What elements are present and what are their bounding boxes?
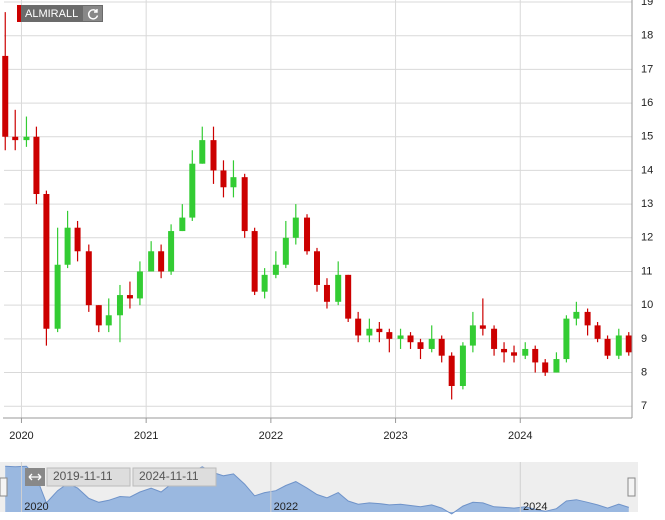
candle-body [105, 315, 112, 326]
x-tick-label: 2024 [508, 430, 532, 442]
candle-body [304, 217, 311, 252]
y-tick-label: 14 [641, 164, 653, 176]
plot-area [2, 0, 632, 418]
x-tick-label: 2021 [134, 430, 158, 442]
candle-body [563, 318, 570, 360]
candle-body [323, 284, 330, 302]
candle-body [251, 231, 258, 292]
candle-body [417, 342, 424, 349]
navigator-area-fill [5, 466, 629, 514]
candle-body [314, 251, 320, 285]
candle-body [220, 170, 227, 188]
candle-body [376, 328, 383, 333]
candle-body [241, 177, 248, 232]
range-start-input[interactable] [46, 467, 131, 487]
refresh-icon [87, 9, 99, 20]
candle-body [272, 264, 279, 275]
y-tick-label: 10 [641, 299, 653, 311]
navigator-handle[interactable] [627, 477, 636, 497]
y-tick-label: 13 [641, 198, 653, 210]
candle-body [428, 338, 435, 349]
candle-body [542, 362, 549, 373]
candle-body [532, 348, 539, 363]
candle-body [64, 227, 71, 265]
x-tick-label: 2020 [9, 430, 33, 442]
candle-body [386, 332, 393, 339]
symbol-label: ALMIRALL [25, 8, 78, 20]
candle-body [189, 163, 196, 218]
candle-body [438, 338, 445, 356]
candle-body [116, 295, 123, 316]
candle-body [126, 295, 133, 299]
candle-body [199, 140, 206, 164]
candle-body [179, 217, 186, 232]
candle-body [210, 140, 217, 171]
candle-body [479, 325, 486, 329]
candle-body [604, 338, 611, 356]
candle-body [292, 217, 299, 238]
candle-body [335, 274, 342, 302]
navigator-tick-label: 2022 [274, 501, 298, 513]
navigator-line [5, 465, 629, 515]
symbol-color [17, 5, 21, 22]
candle-body [615, 335, 622, 356]
navigator-handle[interactable] [0, 477, 8, 497]
candle-body [366, 328, 373, 336]
y-tick-label: 7 [641, 400, 647, 412]
x-tick-label: 2023 [383, 430, 407, 442]
candle-body [355, 318, 362, 336]
x-tick-label: 2022 [259, 430, 283, 442]
candle-body [501, 348, 508, 353]
candle-body [148, 251, 155, 272]
candle-body [23, 136, 30, 141]
y-tick-label: 18 [641, 30, 653, 42]
navigator: 2020 2022 2024 2019-11-11 2024-11-11 [0, 462, 638, 515]
candle-body [43, 194, 50, 329]
range-end-input[interactable] [132, 467, 217, 487]
candle-body [12, 136, 19, 141]
candle-body [407, 335, 414, 343]
candle-body [261, 274, 268, 292]
candle-body [33, 136, 40, 195]
y-tick-label: 8 [641, 366, 647, 378]
candle-body [491, 328, 498, 349]
candle-body [95, 305, 102, 326]
navigator-tick-label: 2024 [523, 501, 547, 513]
y-tick-label: 15 [641, 131, 653, 143]
candle-body [282, 237, 289, 265]
candle-body [459, 345, 466, 387]
candle-body [168, 231, 175, 272]
candle-body [584, 311, 591, 326]
candle-body [448, 355, 455, 387]
candle-body [469, 325, 476, 346]
y-tick-label: 11 [641, 265, 652, 277]
candle-body [230, 177, 237, 188]
candle-body [54, 264, 61, 329]
y-tick-label: 19 [641, 0, 653, 8]
candle-body [2, 55, 9, 137]
range-start: 2019-11-11 [53, 469, 113, 483]
candle-body [573, 311, 580, 319]
y-tick-label: 16 [641, 97, 653, 109]
y-tick-label: 17 [641, 63, 653, 75]
candle-body [345, 274, 352, 319]
y-tick-label: 12 [641, 232, 653, 244]
range-end: 2024-11-11 [139, 469, 199, 483]
symbol-badge[interactable] [17, 5, 103, 22]
candle-body [136, 271, 143, 299]
candle-body [625, 335, 632, 353]
y-tick-label: 9 [641, 333, 647, 345]
candle-body [158, 251, 165, 272]
candle-body [522, 348, 529, 356]
candle-body [511, 352, 518, 356]
candle-body [74, 227, 81, 252]
candle-body [85, 251, 92, 306]
candle-body [553, 359, 560, 373]
candle-body [397, 335, 404, 339]
candle-body [594, 325, 601, 339]
range-icon-arrow [28, 473, 42, 481]
navigator-tick-label: 2020 [24, 501, 48, 513]
